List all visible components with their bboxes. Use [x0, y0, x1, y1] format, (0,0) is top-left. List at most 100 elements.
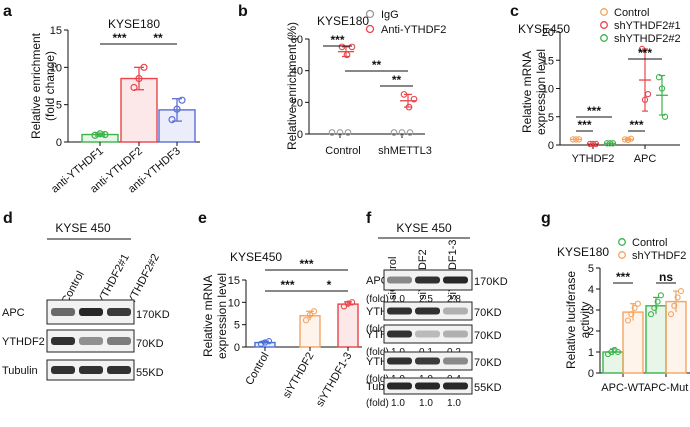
- data-point: [406, 129, 414, 136]
- y-tick-label: 5: [56, 100, 62, 112]
- y-axis-label: Relative luciferaseactivity: [564, 271, 592, 369]
- data-point: [400, 91, 408, 98]
- x-tick-label: Control: [243, 351, 271, 388]
- data-point: [647, 311, 655, 318]
- y-tick-label: 5: [548, 112, 554, 124]
- blot-band: [415, 330, 440, 338]
- chart-title: KYSE180: [317, 14, 369, 28]
- data-point: [569, 136, 577, 143]
- y-tick-label: 1: [588, 347, 594, 359]
- data-point: [310, 308, 318, 315]
- blot-band: [415, 357, 440, 365]
- data-point: [265, 338, 273, 345]
- blot-band: [443, 357, 468, 365]
- blot-band: [51, 337, 75, 345]
- data-point: [173, 105, 181, 113]
- y-tick-label: 10: [50, 62, 62, 74]
- y-tick-label: 0: [234, 342, 240, 354]
- y-tick-label: 10: [228, 297, 240, 309]
- data-point: [405, 103, 413, 111]
- blot-band: [51, 366, 75, 374]
- blot-band: [387, 357, 412, 365]
- data-point: [589, 140, 597, 148]
- sig-g1-label: ***: [616, 270, 630, 284]
- data-point: [168, 115, 176, 124]
- x-tick-label: APC: [634, 153, 657, 165]
- legend-label: Control: [614, 7, 649, 19]
- data-point: [261, 339, 269, 346]
- fold-label: (fold): [366, 347, 389, 358]
- fold-value: 1.0: [419, 398, 433, 409]
- data-point: [671, 302, 678, 309]
- data-point: [641, 96, 649, 103]
- legend-marker: [365, 9, 375, 19]
- blot-title: KYSE 450: [396, 221, 452, 235]
- panel-letter: e: [198, 210, 207, 227]
- fold-value: 1.0: [391, 398, 405, 409]
- data-point: [343, 51, 351, 59]
- blot-row-label: APC: [366, 275, 389, 287]
- blot-row-label: Tubulin: [2, 365, 38, 377]
- y-tick-label: 15: [542, 55, 554, 67]
- chart-title: KYSE180: [557, 245, 609, 259]
- data-point: [575, 136, 583, 143]
- data-point: [624, 317, 632, 324]
- data-point: [609, 140, 617, 147]
- chart-title: KYSE450: [230, 250, 282, 264]
- blot-band: [387, 307, 412, 315]
- data-point: [627, 135, 635, 142]
- x-tick-label: YTHDF2: [572, 153, 615, 165]
- y-tick-label: 15: [50, 25, 62, 37]
- legend-marker: [618, 238, 626, 246]
- y-tick-label: 5: [234, 320, 240, 332]
- blot-band: [415, 382, 440, 390]
- legend-label: Anti-YTHDF2: [381, 24, 446, 36]
- blot-size-marker: 70KD: [474, 330, 502, 342]
- y-tick-label: 60: [291, 34, 303, 46]
- data-point: [592, 140, 600, 148]
- data-point: [410, 95, 418, 103]
- sig-c2-label: ***: [577, 118, 591, 132]
- data-point: [657, 292, 664, 299]
- y-tick-label: 15: [228, 275, 240, 287]
- data-point: [658, 85, 666, 92]
- fold-value: 2.8: [447, 294, 461, 305]
- data-point: [644, 91, 652, 98]
- blot-size-marker: 55KD: [474, 382, 502, 394]
- blot-band: [79, 366, 103, 374]
- data-point: [390, 129, 398, 136]
- legend-marker: [365, 24, 375, 34]
- fold-label: (fold): [366, 398, 389, 409]
- data-point: [135, 74, 143, 83]
- data-point: [603, 140, 611, 147]
- sig-b2-label: **: [372, 58, 382, 72]
- sig-g2-label: ns: [659, 270, 673, 284]
- y-tick-label: 5: [588, 263, 594, 275]
- y-axis-label: Relative enrichment(fold change): [29, 32, 57, 139]
- data-point: [130, 83, 138, 92]
- data-point: [621, 136, 629, 143]
- legend-marker: [600, 34, 608, 42]
- legend-label: IgG: [381, 9, 399, 21]
- blot-size-marker: 70KD: [474, 357, 502, 369]
- sig-c1-label: ***: [587, 104, 601, 118]
- blot-band: [443, 382, 468, 390]
- y-tick-label: 0: [548, 140, 554, 152]
- blot-band: [79, 308, 103, 316]
- fold-value: 2.5: [419, 294, 433, 305]
- bar: [337, 303, 359, 348]
- blot-size-marker: 70KD: [474, 307, 502, 319]
- x-tick-label: siYTHDF1-3: [314, 351, 355, 409]
- legend-marker: [618, 251, 626, 259]
- y-axis-label: Relative mRNAexpression level: [201, 273, 229, 359]
- data-point: [91, 131, 99, 139]
- fold-label: (fold): [366, 374, 389, 385]
- fold-label: (fold): [366, 294, 389, 305]
- sig-e3-label: *: [327, 278, 332, 292]
- data-point: [654, 298, 661, 305]
- sig-b3-label: **: [392, 73, 402, 87]
- data-point: [667, 311, 675, 318]
- legend-label: Control: [632, 237, 667, 249]
- legend-marker: [600, 8, 608, 16]
- x-tick-label: Control: [325, 145, 360, 157]
